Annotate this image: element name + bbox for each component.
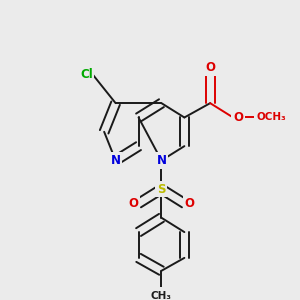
Text: Cl: Cl [80, 68, 93, 81]
Text: N: N [157, 154, 166, 167]
Text: S: S [157, 183, 166, 196]
Text: O: O [128, 197, 139, 210]
Text: OCH₃: OCH₃ [256, 112, 286, 122]
Text: O: O [184, 197, 194, 210]
Text: O: O [233, 111, 243, 124]
Text: O: O [205, 61, 215, 74]
Text: N: N [111, 154, 121, 167]
Text: CH₃: CH₃ [151, 291, 172, 300]
